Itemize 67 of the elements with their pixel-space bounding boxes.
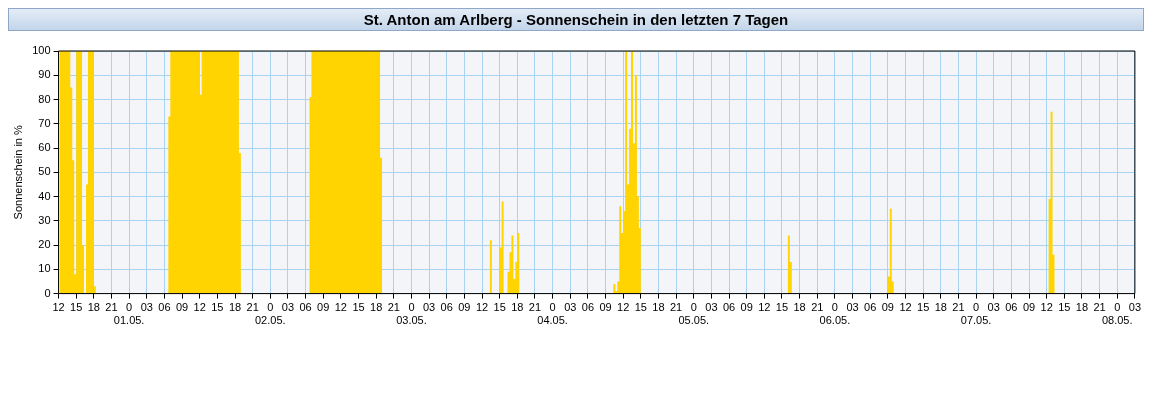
x-tick-label: 18	[370, 301, 383, 314]
x-tick-label: 09	[175, 301, 189, 314]
x-tick-label: 09	[599, 301, 612, 314]
x-tick-label: 18	[511, 301, 524, 314]
x-tick-label: 18	[228, 301, 242, 314]
x-tick-label: 15	[634, 301, 647, 314]
x-tick-label: 21	[1093, 301, 1106, 314]
x-tick-label: 09	[458, 301, 471, 314]
x-tick-label: 15	[352, 301, 365, 314]
x-tick-label: 18	[793, 301, 806, 314]
x-tick-label: 06	[1005, 301, 1018, 314]
x-tick-label: 15	[1058, 301, 1071, 314]
x-tick-label: 15	[775, 301, 789, 314]
x-tick-label: 18	[934, 301, 947, 314]
x-tick-label: 15	[493, 301, 506, 314]
x-tick-label: 15	[70, 301, 83, 314]
x-tick-label: 18	[87, 301, 100, 314]
x-tick-label: 18	[652, 301, 665, 314]
x-tick-label: 06	[440, 301, 453, 314]
x-tick-label: 21	[669, 301, 683, 314]
x-tick-label: 03	[705, 301, 718, 314]
x-tick-label: 21	[105, 301, 118, 314]
x-tick-label: 03	[564, 301, 577, 314]
y-tick-label: 40	[38, 189, 51, 202]
x-tick-label: 03	[140, 301, 153, 314]
x-tick-label: 09	[317, 301, 330, 314]
x-tick-label: 03	[846, 301, 859, 314]
x-tick-label: 21	[246, 301, 259, 314]
x-tick-label: 18	[1075, 301, 1089, 314]
y-tick-label: 30	[38, 213, 51, 226]
x-tick-label: 12	[899, 301, 912, 314]
x-tick-label: 12	[617, 301, 630, 314]
x-tick-label: 21	[952, 301, 965, 314]
x-tick-label: 03	[987, 301, 1000, 314]
x-tick-label: 12	[193, 301, 206, 314]
x-tick-label: 03	[1128, 301, 1142, 314]
y-tick-label: 90	[38, 68, 51, 81]
x-tick-label: 21	[528, 301, 542, 314]
x-tick-label: 09	[1022, 301, 1036, 314]
y-tick-label: 10	[38, 262, 51, 275]
x-tick-label: 09	[740, 301, 753, 314]
x-tick-label: 15	[211, 301, 224, 314]
x-tick-label: 06	[299, 301, 312, 314]
x-tick-label: 21	[387, 301, 400, 314]
x-tick-label: 09	[881, 301, 894, 314]
y-tick-label: 20	[38, 238, 51, 251]
x-tick-label: 12	[334, 301, 347, 314]
y-tick-label: 80	[38, 92, 51, 105]
x-tick-label: 21	[811, 301, 824, 314]
x-tick-label: 12	[1040, 301, 1053, 314]
x-tick-label: 03	[281, 301, 295, 314]
x-tick-label: 12	[52, 301, 65, 314]
x-tick-label: 06	[158, 301, 171, 314]
y-tick-label: 0	[44, 286, 51, 299]
x-tick-label: 06	[581, 301, 595, 314]
y-tick-label: 100	[32, 44, 51, 57]
chart-title: St. Anton am Arlberg - Sonnenschein in den letzten 7 Tagen	[8, 8, 1144, 31]
x-tick-label: 12	[758, 301, 771, 314]
x-tick-label: 06	[722, 301, 736, 314]
y-tick-label: 60	[38, 141, 51, 154]
x-tick-label: 03	[422, 301, 436, 314]
x-tick-label: 15	[917, 301, 930, 314]
x-tick-label: 12	[475, 301, 489, 314]
y-tick-label: 50	[38, 165, 51, 178]
y-tick-label: 70	[38, 116, 51, 129]
x-tick-label: 06	[864, 301, 877, 314]
y-axis-title: Sonnenschein in %	[11, 125, 24, 220]
